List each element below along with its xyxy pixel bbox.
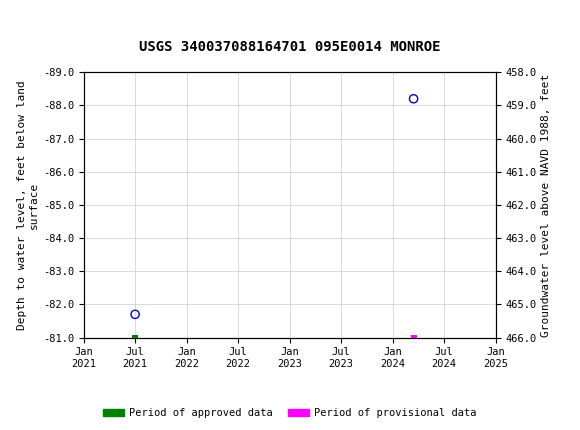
Point <box>409 334 418 341</box>
Point <box>409 95 418 102</box>
Text: ≡USGS: ≡USGS <box>7 7 67 22</box>
Y-axis label: Groundwater level above NAVD 1988, feet: Groundwater level above NAVD 1988, feet <box>541 73 551 337</box>
Legend: Period of approved data, Period of provisional data: Period of approved data, Period of provi… <box>99 404 481 423</box>
Text: USGS 340037088164701 095E0014 MONROE: USGS 340037088164701 095E0014 MONROE <box>139 40 441 54</box>
Point <box>130 311 140 318</box>
Y-axis label: Depth to water level, feet below land
surface: Depth to water level, feet below land su… <box>17 80 39 330</box>
Point <box>130 334 140 341</box>
